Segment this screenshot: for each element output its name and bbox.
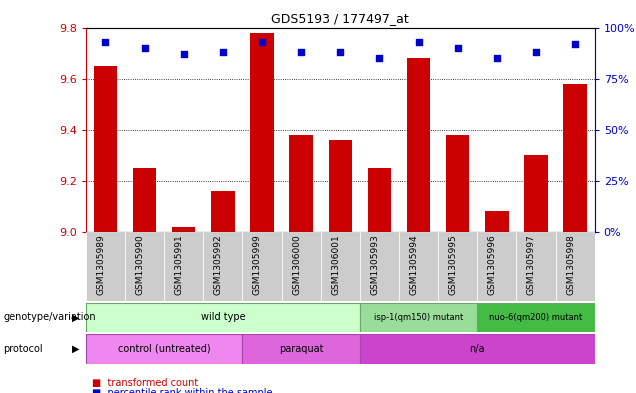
Bar bbox=[516, 232, 555, 301]
Bar bbox=[446, 135, 469, 232]
Text: ▶: ▶ bbox=[72, 312, 80, 322]
Text: GSM1306001: GSM1306001 bbox=[331, 234, 340, 295]
Bar bbox=[211, 191, 235, 232]
Bar bbox=[329, 140, 352, 232]
Bar bbox=[242, 334, 360, 364]
Text: n/a: n/a bbox=[469, 344, 485, 354]
Text: GSM1305999: GSM1305999 bbox=[253, 234, 262, 295]
Text: genotype/variation: genotype/variation bbox=[3, 312, 96, 322]
Text: paraquat: paraquat bbox=[279, 344, 323, 354]
Text: nuo-6(qm200) mutant: nuo-6(qm200) mutant bbox=[489, 313, 583, 322]
Point bbox=[375, 55, 385, 61]
Title: GDS5193 / 177497_at: GDS5193 / 177497_at bbox=[272, 12, 409, 25]
Point bbox=[413, 39, 424, 45]
Bar bbox=[93, 66, 117, 232]
Text: ▶: ▶ bbox=[72, 344, 80, 354]
Bar bbox=[360, 303, 477, 332]
Bar bbox=[172, 227, 195, 232]
Text: wild type: wild type bbox=[200, 312, 245, 322]
Bar bbox=[524, 155, 548, 232]
Text: GSM1305994: GSM1305994 bbox=[410, 234, 418, 295]
Bar bbox=[164, 232, 204, 301]
Bar bbox=[289, 135, 313, 232]
Bar bbox=[204, 232, 242, 301]
Bar bbox=[321, 232, 360, 301]
Bar bbox=[563, 84, 587, 232]
Text: GSM1305998: GSM1305998 bbox=[566, 234, 575, 295]
Bar bbox=[86, 334, 242, 364]
Bar bbox=[368, 168, 391, 232]
Bar bbox=[86, 232, 125, 301]
Point bbox=[531, 49, 541, 55]
Text: GSM1305989: GSM1305989 bbox=[97, 234, 106, 295]
Text: GSM1305992: GSM1305992 bbox=[214, 234, 223, 295]
Point bbox=[257, 39, 267, 45]
Bar bbox=[555, 232, 595, 301]
Point bbox=[139, 45, 149, 51]
Text: control (untreated): control (untreated) bbox=[118, 344, 211, 354]
Text: GSM1305993: GSM1305993 bbox=[370, 234, 380, 295]
Bar bbox=[360, 232, 399, 301]
Point bbox=[218, 49, 228, 55]
Text: isp-1(qm150) mutant: isp-1(qm150) mutant bbox=[374, 313, 463, 322]
Bar bbox=[86, 303, 360, 332]
Point bbox=[335, 49, 345, 55]
Bar bbox=[399, 232, 438, 301]
Text: ■  percentile rank within the sample: ■ percentile rank within the sample bbox=[92, 388, 273, 393]
Bar bbox=[242, 232, 282, 301]
Bar bbox=[360, 334, 595, 364]
Point bbox=[296, 49, 306, 55]
Text: GSM1305995: GSM1305995 bbox=[448, 234, 458, 295]
Text: GSM1305991: GSM1305991 bbox=[175, 234, 184, 295]
Point bbox=[453, 45, 463, 51]
Bar bbox=[477, 232, 516, 301]
Text: GSM1305997: GSM1305997 bbox=[527, 234, 536, 295]
Point bbox=[570, 41, 580, 47]
Bar bbox=[125, 232, 164, 301]
Point bbox=[179, 51, 189, 57]
Bar bbox=[407, 58, 431, 232]
Text: protocol: protocol bbox=[3, 344, 43, 354]
Text: ■  transformed count: ■ transformed count bbox=[92, 378, 198, 388]
Bar bbox=[133, 168, 156, 232]
Text: GSM1305996: GSM1305996 bbox=[488, 234, 497, 295]
Point bbox=[100, 39, 111, 45]
Bar bbox=[438, 232, 477, 301]
Point bbox=[492, 55, 502, 61]
Bar bbox=[485, 211, 509, 232]
Bar bbox=[477, 303, 595, 332]
Bar bbox=[282, 232, 321, 301]
Text: GSM1306000: GSM1306000 bbox=[292, 234, 301, 295]
Text: GSM1305990: GSM1305990 bbox=[135, 234, 144, 295]
Bar bbox=[250, 33, 273, 232]
